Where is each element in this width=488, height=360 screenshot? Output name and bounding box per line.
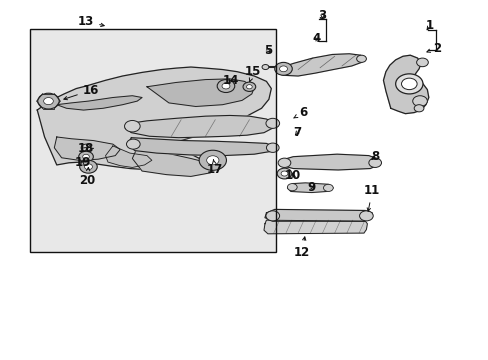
- Circle shape: [124, 121, 140, 132]
- Circle shape: [84, 164, 92, 170]
- Polygon shape: [54, 137, 120, 160]
- Text: 16: 16: [64, 84, 99, 100]
- Text: 8: 8: [370, 150, 379, 163]
- Circle shape: [412, 96, 427, 107]
- Text: 3: 3: [318, 9, 326, 22]
- Text: 11: 11: [364, 184, 380, 211]
- Circle shape: [79, 151, 93, 162]
- Text: 14: 14: [222, 74, 239, 87]
- Text: 20: 20: [79, 167, 96, 187]
- Circle shape: [38, 93, 59, 109]
- Circle shape: [277, 168, 291, 179]
- Text: 4: 4: [312, 32, 320, 45]
- Circle shape: [266, 143, 279, 152]
- Circle shape: [416, 58, 427, 67]
- Text: 2: 2: [426, 41, 440, 54]
- Polygon shape: [127, 138, 274, 156]
- Text: 1: 1: [425, 19, 433, 32]
- Circle shape: [262, 64, 268, 69]
- Circle shape: [206, 156, 219, 165]
- Circle shape: [368, 158, 381, 167]
- Text: 9: 9: [307, 181, 315, 194]
- Polygon shape: [125, 116, 274, 138]
- Circle shape: [356, 55, 366, 62]
- Text: 18: 18: [78, 142, 94, 155]
- Bar: [30, 30, 276, 252]
- Circle shape: [281, 171, 287, 176]
- Polygon shape: [383, 55, 428, 114]
- Circle shape: [243, 82, 255, 91]
- Circle shape: [246, 85, 252, 89]
- Polygon shape: [147, 79, 254, 107]
- Circle shape: [81, 144, 91, 151]
- Circle shape: [278, 158, 290, 167]
- Circle shape: [199, 150, 226, 170]
- Text: 5: 5: [263, 44, 271, 57]
- Circle shape: [279, 66, 287, 72]
- Polygon shape: [132, 148, 215, 176]
- Circle shape: [43, 98, 53, 105]
- Polygon shape: [277, 54, 365, 76]
- Polygon shape: [264, 210, 371, 221]
- Text: 19: 19: [74, 156, 91, 168]
- Polygon shape: [105, 146, 152, 167]
- Circle shape: [274, 62, 292, 75]
- Circle shape: [287, 184, 297, 191]
- Polygon shape: [57, 96, 142, 110]
- Circle shape: [401, 78, 416, 90]
- Text: 13: 13: [78, 15, 104, 28]
- Circle shape: [323, 184, 332, 192]
- Text: 10: 10: [285, 169, 301, 182]
- Bar: [30, 30, 276, 252]
- Text: 6: 6: [293, 106, 306, 119]
- Circle shape: [265, 118, 279, 129]
- Circle shape: [222, 83, 229, 89]
- Polygon shape: [279, 154, 379, 170]
- Circle shape: [265, 211, 279, 221]
- Circle shape: [413, 105, 423, 112]
- Circle shape: [217, 80, 234, 93]
- Circle shape: [395, 74, 422, 94]
- Text: 15: 15: [244, 65, 261, 81]
- Circle shape: [80, 160, 97, 173]
- Circle shape: [359, 211, 372, 221]
- Text: 12: 12: [293, 237, 309, 259]
- Polygon shape: [264, 220, 366, 234]
- Circle shape: [126, 139, 140, 149]
- Text: 7: 7: [292, 126, 301, 139]
- Text: 17: 17: [207, 160, 223, 176]
- Polygon shape: [287, 183, 332, 193]
- Polygon shape: [37, 67, 271, 170]
- Circle shape: [82, 154, 89, 159]
